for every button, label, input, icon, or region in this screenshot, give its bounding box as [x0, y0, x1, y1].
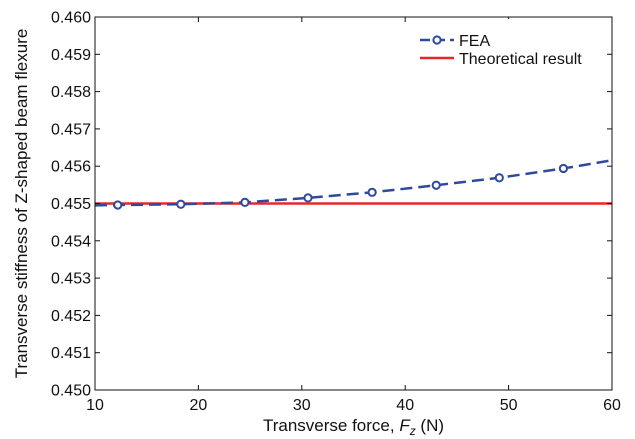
- fea-point: [303, 193, 313, 203]
- y-tick-label: 0.456: [51, 159, 91, 176]
- legend-swatch-fea-marker: [432, 35, 442, 45]
- fea-point: [558, 163, 569, 174]
- x-axis-label-unit: (N): [416, 416, 444, 435]
- fea-point: [494, 173, 504, 183]
- y-axis-label: Transverse stiffness of Z-shaped beam fl…: [12, 29, 31, 379]
- y-tick-label: 0.457: [51, 121, 91, 138]
- x-tick-label: 20: [190, 397, 208, 414]
- x-tick-label: 60: [603, 397, 621, 414]
- y-tick-label: 0.458: [51, 84, 91, 101]
- y-tick-label: 0.453: [51, 271, 91, 288]
- y-tick-label: 0.450: [51, 383, 91, 400]
- legend-box: [415, 19, 607, 71]
- fea-point: [367, 187, 377, 197]
- legend-label-theoretical: Theoretical result: [459, 51, 582, 68]
- x-tick-label: 30: [293, 397, 311, 414]
- y-tick-label: 0.454: [51, 233, 91, 250]
- series-line-fea: [94, 158, 613, 207]
- tick-layer: 10 20 30 40 50 60 0.450 0.451 0.452 0.453 0.454 0.4…: [51, 10, 621, 415]
- x-axis-label-text: Transverse force,: [263, 416, 399, 435]
- legend-item-fea: FEA: [420, 33, 490, 50]
- x-tick-label: 40: [396, 397, 414, 414]
- fea-point: [113, 200, 123, 210]
- y-tick-label: 0.452: [51, 308, 91, 325]
- plot-layer: [94, 158, 613, 210]
- y-tick-label: 0.460: [51, 10, 91, 27]
- y-tick-label: 0.459: [51, 47, 91, 64]
- fea-point: [176, 199, 186, 209]
- legend: FEA Theoretical result: [415, 19, 607, 71]
- x-axis-label-subscript: z: [409, 424, 416, 438]
- legend-label-fea: FEA: [459, 33, 490, 50]
- x-axis-label: Transverse force, Fz (N): [263, 416, 444, 438]
- x-tick-label: 50: [500, 397, 518, 414]
- y-tick-label: 0.455: [51, 196, 91, 213]
- y-tick-label: 0.451: [51, 345, 91, 362]
- fea-point: [431, 180, 441, 190]
- fea-point: [240, 197, 250, 207]
- legend-item-theoretical: Theoretical result: [420, 51, 582, 68]
- x-axis-label-symbol: F: [399, 416, 411, 435]
- x-tick-label: 10: [86, 397, 104, 414]
